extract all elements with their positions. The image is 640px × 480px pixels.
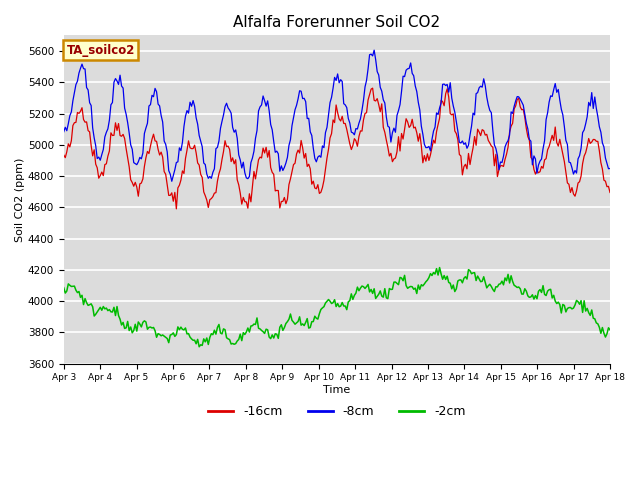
-2cm [195, 344, 203, 349]
-8cm [606, 166, 614, 171]
X-axis label: Time: Time [323, 385, 351, 395]
-8cm [60, 129, 68, 135]
-2cm [436, 264, 444, 270]
-2cm [224, 336, 232, 342]
-2cm [606, 327, 614, 333]
-2cm [579, 310, 586, 315]
-8cm [579, 130, 586, 135]
-8cm [371, 48, 378, 53]
-2cm [60, 285, 68, 290]
-2cm [252, 322, 259, 327]
-2cm [300, 323, 308, 328]
-16cm [369, 85, 376, 91]
Line: -2cm: -2cm [64, 267, 610, 347]
-8cm [224, 105, 232, 111]
Legend: -16cm, -8cm, -2cm: -16cm, -8cm, -2cm [203, 400, 470, 423]
-2cm [127, 324, 134, 330]
-16cm [224, 143, 232, 149]
-16cm [606, 190, 614, 195]
-8cm [243, 175, 250, 181]
-16cm [579, 161, 586, 167]
Text: TA_soilco2: TA_soilco2 [67, 44, 135, 57]
Line: -16cm: -16cm [64, 88, 610, 209]
-16cm [300, 155, 308, 161]
-16cm [60, 152, 68, 158]
Y-axis label: Soil CO2 (ppm): Soil CO2 (ppm) [15, 157, 25, 242]
-8cm [252, 135, 259, 141]
-8cm [168, 179, 175, 184]
-16cm [243, 199, 250, 205]
-16cm [173, 206, 180, 212]
-16cm [252, 176, 259, 182]
-8cm [127, 142, 134, 148]
Title: Alfalfa Forerunner Soil CO2: Alfalfa Forerunner Soil CO2 [234, 15, 440, 30]
-8cm [300, 96, 308, 101]
-2cm [243, 329, 250, 335]
Line: -8cm: -8cm [64, 50, 610, 181]
-16cm [127, 177, 134, 182]
